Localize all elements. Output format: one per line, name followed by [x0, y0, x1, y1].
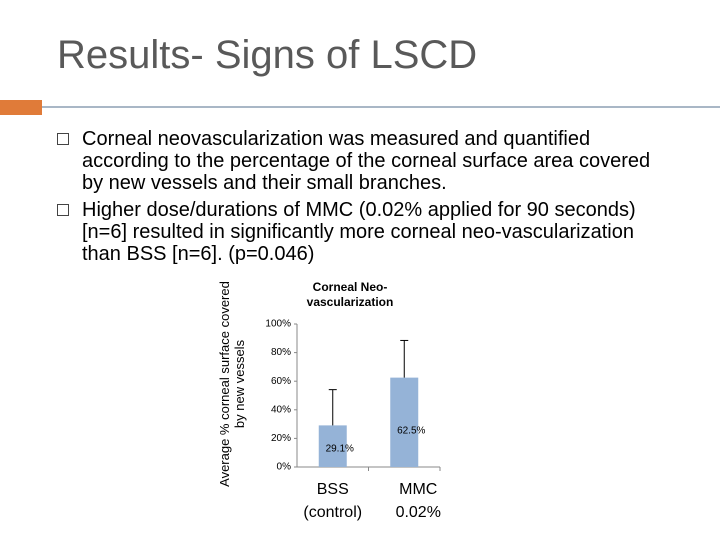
- bullet: Corneal neovascularization was measured …: [57, 128, 657, 194]
- value-label: 29.1%: [326, 444, 354, 455]
- bullet: Higher dose/durations of MMC (0.02% appl…: [57, 199, 657, 265]
- y-tick-label: 100%: [265, 319, 291, 330]
- value-label: 62.5%: [397, 426, 425, 437]
- y-tick-label: 80%: [271, 347, 291, 358]
- bullet-text: Higher dose/durations of MMC (0.02% appl…: [82, 199, 636, 265]
- x-tick-label: MMC 0.02%: [395, 481, 441, 521]
- x-tick-label: BSS (control): [303, 481, 363, 521]
- chart-title: Corneal Neo-vascularization: [306, 280, 394, 309]
- y-tick-label: 20%: [271, 433, 291, 444]
- y-tick-label: 0%: [277, 462, 292, 473]
- bullet-text: Corneal neovascularization was measured …: [82, 128, 651, 194]
- y-tick-label: 40%: [271, 404, 291, 415]
- slide-title: Results- Signs of LSCD: [57, 33, 478, 77]
- bar: [390, 377, 419, 467]
- accent-block: [0, 100, 42, 115]
- y-tick-label: 60%: [271, 376, 291, 387]
- header-rule: [42, 106, 720, 108]
- bar: [318, 425, 347, 467]
